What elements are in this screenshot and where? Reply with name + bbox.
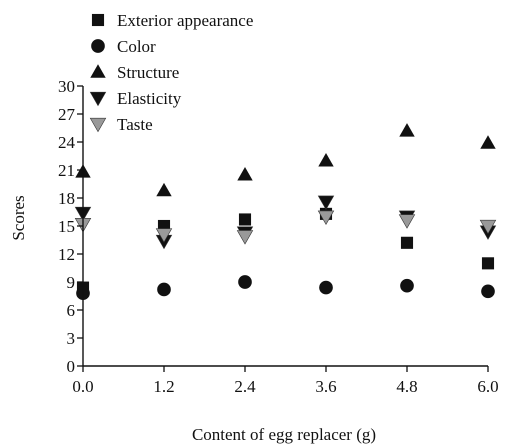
data-point-elasticity xyxy=(317,195,335,211)
data-points xyxy=(74,123,497,301)
legend-marker xyxy=(91,13,105,27)
legend-marker xyxy=(90,64,106,78)
y-tick-label: 9 xyxy=(67,273,76,292)
x-tick-label: 3.6 xyxy=(315,377,336,396)
data-point-taste xyxy=(155,228,173,243)
legend-label: Elasticity xyxy=(117,89,182,108)
data-point-color xyxy=(481,284,495,299)
y-axis-title: Scores xyxy=(9,195,28,240)
legend-label: Color xyxy=(117,37,156,56)
x-tick-label: 2.4 xyxy=(234,377,256,396)
y-tick-label: 0 xyxy=(67,357,76,376)
y-tick-label: 15 xyxy=(58,217,75,236)
data-point-taste xyxy=(317,210,335,225)
y-tick-label: 24 xyxy=(58,133,76,152)
x-tick-label: 1.2 xyxy=(153,377,174,396)
legend-marker xyxy=(89,91,107,107)
data-point-color xyxy=(157,282,171,297)
data-point-exterior-appearance xyxy=(238,213,252,226)
data-point-structure xyxy=(318,152,334,167)
x-tick-label: 4.8 xyxy=(396,377,417,396)
data-point-color xyxy=(400,278,414,293)
y-tick-label: 21 xyxy=(58,161,75,180)
legend-marker xyxy=(89,117,107,133)
data-point-color xyxy=(319,280,333,295)
data-point-color xyxy=(238,275,252,289)
data-point-taste xyxy=(398,214,416,229)
data-point-taste xyxy=(236,230,254,245)
legend-label: Exterior appearance xyxy=(117,11,253,30)
data-point-exterior-appearance xyxy=(400,236,414,249)
data-point-taste xyxy=(479,219,497,235)
data-point-structure xyxy=(156,182,172,197)
legend-label: Taste xyxy=(117,115,153,134)
axes: 0 3 6 9 12 15 18 21 24 27 30 0.0 1.2 2.4 3.6 4.8 6.0 xyxy=(58,77,499,396)
x-tick-label: 0.0 xyxy=(72,377,93,396)
y-tick-label: 3 xyxy=(67,329,76,348)
x-axis-title: Content of egg replacer (g) xyxy=(192,425,376,444)
y-tick-label: 30 xyxy=(58,77,75,96)
y-tick-label: 12 xyxy=(58,245,75,264)
data-point-structure xyxy=(480,135,496,149)
y-tick-label: 18 xyxy=(58,189,75,208)
legend: Exterior appearance Color Structure Elastic… xyxy=(89,11,253,134)
data-point-structure xyxy=(237,166,253,181)
legend-label: Structure xyxy=(117,63,179,82)
data-point-structure xyxy=(399,123,415,137)
x-tick-label: 6.0 xyxy=(477,377,498,396)
legend-marker xyxy=(91,39,105,53)
data-point-exterior-appearance xyxy=(481,257,495,270)
y-tick-label: 27 xyxy=(58,105,76,124)
y-tick-label: 6 xyxy=(67,301,76,320)
